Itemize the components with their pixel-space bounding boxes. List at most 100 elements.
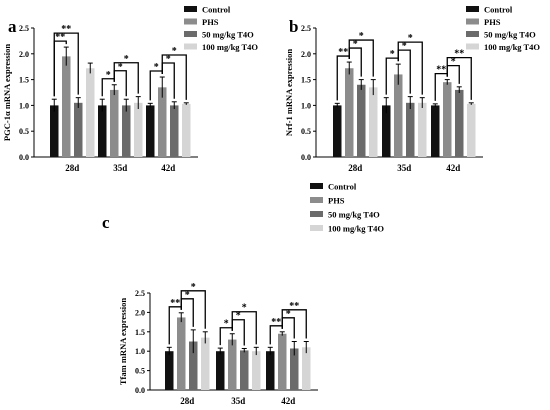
bar bbox=[170, 105, 179, 157]
bar bbox=[443, 82, 452, 157]
legend-entry: PHS bbox=[484, 17, 501, 27]
significance-marker: ** bbox=[55, 32, 65, 43]
legend-swatch bbox=[184, 43, 197, 50]
x-tick-label: 35d bbox=[397, 163, 411, 173]
bar bbox=[62, 56, 71, 157]
significance-marker: ** bbox=[61, 24, 71, 35]
x-tick-label: 42d bbox=[161, 163, 175, 173]
significance-marker: * bbox=[224, 319, 229, 330]
significance-marker: * bbox=[118, 62, 123, 73]
significance-marker: * bbox=[106, 70, 111, 81]
y-tick-label: 0.5 bbox=[19, 127, 29, 136]
y-tick-label: 1.0 bbox=[135, 347, 145, 356]
significance-marker: ** bbox=[454, 49, 464, 60]
significance-bracket bbox=[161, 54, 187, 100]
bar bbox=[467, 103, 476, 157]
y-axis-label: Nrf-1 mRNA expression bbox=[284, 49, 294, 136]
legend-entry: Control bbox=[202, 5, 231, 15]
bar bbox=[302, 347, 311, 390]
significance-bracket bbox=[446, 56, 472, 100]
y-tick-label: 2.0 bbox=[301, 50, 311, 59]
bar bbox=[110, 89, 119, 157]
y-tick-label: 0.5 bbox=[301, 127, 311, 136]
bar bbox=[86, 68, 95, 157]
bar bbox=[406, 102, 415, 157]
legend-swatch bbox=[310, 197, 323, 203]
significance-marker: * bbox=[402, 41, 407, 52]
legend-entry: 50 mg/kg T4O bbox=[484, 30, 536, 40]
significance-bracket bbox=[53, 32, 79, 97]
significance-marker: * bbox=[191, 282, 196, 293]
legend-swatch bbox=[184, 31, 197, 37]
bar bbox=[394, 74, 403, 157]
legend-swatch bbox=[466, 18, 479, 25]
chart-panel-a: a 0.0 0.5 1.0 1.5 2.0 2.5 PGC-1α mRNA expressio… bbox=[2, 5, 258, 174]
significance-marker: * bbox=[286, 309, 291, 320]
y-tick-label: 2.5 bbox=[135, 289, 145, 298]
significance-marker: * bbox=[166, 54, 171, 65]
bar bbox=[345, 68, 354, 157]
legend-swatch bbox=[466, 43, 479, 50]
y-tick-label: 2.5 bbox=[301, 24, 311, 33]
bar bbox=[290, 348, 299, 390]
panel-letter: c bbox=[102, 213, 110, 232]
bar bbox=[134, 102, 143, 157]
bar bbox=[455, 89, 464, 157]
bar bbox=[357, 84, 366, 157]
legend-entry: Control bbox=[328, 182, 357, 192]
legend-entry: 50 mg/kg T4O bbox=[202, 30, 254, 40]
y-tick-label: 0.0 bbox=[135, 386, 145, 395]
y-tick-label: 2.0 bbox=[19, 50, 29, 59]
y-axis-label: Tfam mRNA expression bbox=[118, 298, 128, 385]
legend-entry: 100 mg/kg T4O bbox=[328, 224, 384, 234]
significance-marker: ** bbox=[289, 301, 299, 312]
significance-marker: * bbox=[154, 62, 159, 73]
significance-bracket bbox=[180, 290, 206, 329]
x-tick-label: 42d bbox=[446, 163, 460, 173]
bar bbox=[382, 105, 391, 157]
significance-marker: ** bbox=[170, 298, 180, 309]
bar bbox=[278, 333, 287, 390]
bar bbox=[98, 105, 107, 157]
significance-bracket bbox=[113, 62, 139, 94]
significance-marker: * bbox=[124, 54, 129, 65]
legend-swatch bbox=[184, 6, 197, 12]
bar bbox=[418, 102, 427, 157]
x-tick-label: 35d bbox=[231, 396, 245, 406]
significance-bracket bbox=[281, 309, 307, 339]
legend-swatch bbox=[466, 6, 479, 12]
legend-entry: 100 mg/kg T4O bbox=[484, 42, 540, 52]
chart-panel-c: c 0.0 0.5 1.0 1.5 2.0 2.5 Tfam mRNA expression 2… bbox=[102, 182, 384, 407]
legend-entry: PHS bbox=[328, 196, 345, 206]
x-tick-label: 42d bbox=[281, 396, 295, 406]
y-tick-label: 1.5 bbox=[135, 328, 145, 337]
bar bbox=[74, 102, 83, 157]
significance-marker: * bbox=[408, 33, 413, 44]
bar bbox=[165, 351, 174, 390]
significance-marker: ** bbox=[338, 47, 348, 58]
bar bbox=[122, 105, 131, 157]
bar bbox=[182, 103, 191, 157]
y-tick-label: 1.0 bbox=[19, 101, 29, 110]
bar bbox=[201, 337, 210, 390]
significance-bracket bbox=[348, 39, 374, 77]
significance-bracket bbox=[397, 41, 423, 95]
significance-bracket bbox=[446, 64, 460, 84]
panel-letter: a bbox=[8, 17, 17, 36]
significance-bracket bbox=[231, 311, 257, 345]
significance-marker: * bbox=[451, 57, 456, 68]
legend-entry: 100 mg/kg T4O bbox=[202, 42, 258, 52]
bar bbox=[50, 105, 59, 157]
y-tick-label: 0.5 bbox=[135, 367, 145, 376]
significance-marker: * bbox=[172, 46, 177, 57]
x-tick-label: 35d bbox=[113, 163, 127, 173]
y-tick-label: 1.0 bbox=[301, 101, 311, 110]
y-tick-label: 1.5 bbox=[301, 76, 311, 85]
bar bbox=[216, 351, 225, 390]
significance-marker: * bbox=[359, 31, 364, 42]
y-tick-label: 2.5 bbox=[19, 24, 29, 33]
bar bbox=[189, 341, 198, 390]
significance-marker: ** bbox=[271, 317, 281, 328]
chart-panel-b: b 0.0 0.5 1.0 1.5 2.0 2.5 Nrf-1 mRNA expression… bbox=[284, 5, 540, 174]
bar bbox=[146, 105, 155, 157]
